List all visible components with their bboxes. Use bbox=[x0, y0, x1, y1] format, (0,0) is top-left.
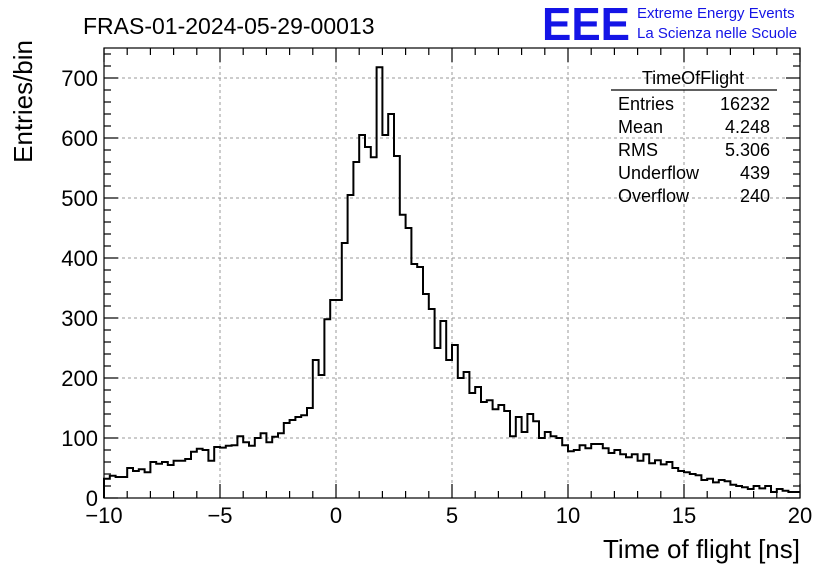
eee-logo: EEE Extreme Energy Events La Scienza nel… bbox=[542, 0, 797, 50]
x-tick-label: −10 bbox=[85, 503, 122, 528]
eee-logo-line1: Extreme Energy Events bbox=[637, 5, 795, 22]
stats-label: Overflow bbox=[618, 186, 690, 206]
x-tick-label: −5 bbox=[207, 503, 232, 528]
y-axis-label: Entries/bin bbox=[8, 40, 38, 163]
stats-value: 4.248 bbox=[725, 117, 770, 137]
y-tick-label: 500 bbox=[61, 186, 98, 211]
y-tick-label: 700 bbox=[61, 66, 98, 91]
x-tick-label: 15 bbox=[672, 503, 696, 528]
stats-label: Entries bbox=[618, 94, 674, 114]
stats-label: Underflow bbox=[618, 163, 700, 183]
axis-ticks bbox=[103, 48, 801, 499]
x-axis-label: Time of flight [ns] bbox=[603, 534, 800, 564]
stats-title: TimeOfFlight bbox=[642, 68, 744, 88]
stats-rows: Entries 16232 Mean 4.248 RMS 5.306 Underflow 43… bbox=[618, 94, 770, 206]
x-tick-label: 20 bbox=[788, 503, 812, 528]
histogram-line bbox=[103, 66, 800, 498]
x-tick-label: 0 bbox=[330, 503, 342, 528]
x-tick-label: 10 bbox=[556, 503, 580, 528]
x-tick-label: 5 bbox=[446, 503, 458, 528]
stats-label: Mean bbox=[618, 117, 663, 137]
y-tick-label: 400 bbox=[61, 246, 98, 271]
stats-value: 439 bbox=[740, 163, 770, 183]
eee-logo-mark: EEE bbox=[542, 0, 630, 50]
y-tick-label: 100 bbox=[61, 426, 98, 451]
eee-logo-line2: La Scienza nelle Scuole bbox=[637, 25, 797, 42]
y-tick-label: 300 bbox=[61, 306, 98, 331]
y-tick-label: 0 bbox=[86, 486, 98, 511]
y-tick-label: 600 bbox=[61, 126, 98, 151]
stats-value: 16232 bbox=[720, 94, 770, 114]
y-tick-label: 200 bbox=[61, 366, 98, 391]
grid bbox=[104, 48, 800, 498]
stats-box: TimeOfFlight Entries 16232 Mean 4.248 RMS 5.3… bbox=[611, 68, 777, 206]
stats-value: 240 bbox=[740, 186, 770, 206]
stats-label: RMS bbox=[618, 140, 658, 160]
chart-title: FRAS-01-2024-05-29-00013 bbox=[83, 13, 375, 39]
stats-value: 5.306 bbox=[725, 140, 770, 160]
